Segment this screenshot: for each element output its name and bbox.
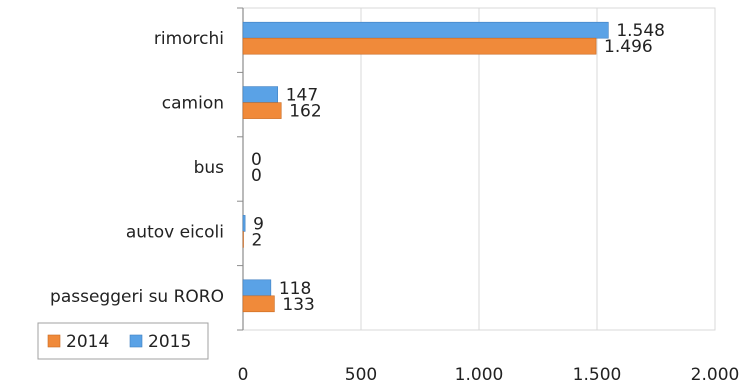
legend-swatch-2014: [47, 334, 61, 348]
x-tick-label: 0: [238, 365, 249, 385]
bar-2015-1: [242, 86, 278, 103]
category-label: autov eicoli: [126, 222, 224, 242]
bar-2015-3: [242, 215, 246, 232]
legend-label-2014: 2014: [66, 332, 109, 352]
data-label-2014: 0: [251, 166, 262, 186]
bar-2014-4: [242, 295, 275, 313]
x-tick-label: 1.000: [455, 365, 504, 385]
bar-2014-0: [242, 37, 597, 55]
x-tick-label: 2.000: [691, 365, 740, 385]
data-label-2014: 1.496: [604, 37, 653, 57]
category-label: bus: [194, 158, 225, 178]
data-label-2014: 133: [282, 295, 314, 315]
data-label-2014: 2: [251, 230, 262, 250]
legend-box: [37, 322, 209, 360]
bar-2015-0: [242, 21, 609, 39]
x-tick-label: 1.500: [573, 365, 622, 385]
data-label-2015: 118: [279, 279, 311, 299]
data-label-2015: 1.548: [616, 21, 665, 41]
x-tick-label: 500: [345, 365, 377, 385]
legend-swatch-2015: [129, 334, 143, 348]
category-label: passeggeri su RORO: [50, 287, 224, 307]
bar-2014-1: [242, 102, 282, 119]
data-label-2015: 0: [251, 150, 262, 170]
data-label-2015: 147: [286, 86, 318, 106]
data-label-2015: 9: [253, 214, 264, 234]
bar-2015-4: [242, 279, 272, 297]
category-label: camion: [162, 94, 224, 114]
category-label: rimorchi: [154, 29, 224, 49]
legend-label-2015: 2015: [148, 332, 191, 352]
data-label-2014: 162: [289, 102, 321, 122]
